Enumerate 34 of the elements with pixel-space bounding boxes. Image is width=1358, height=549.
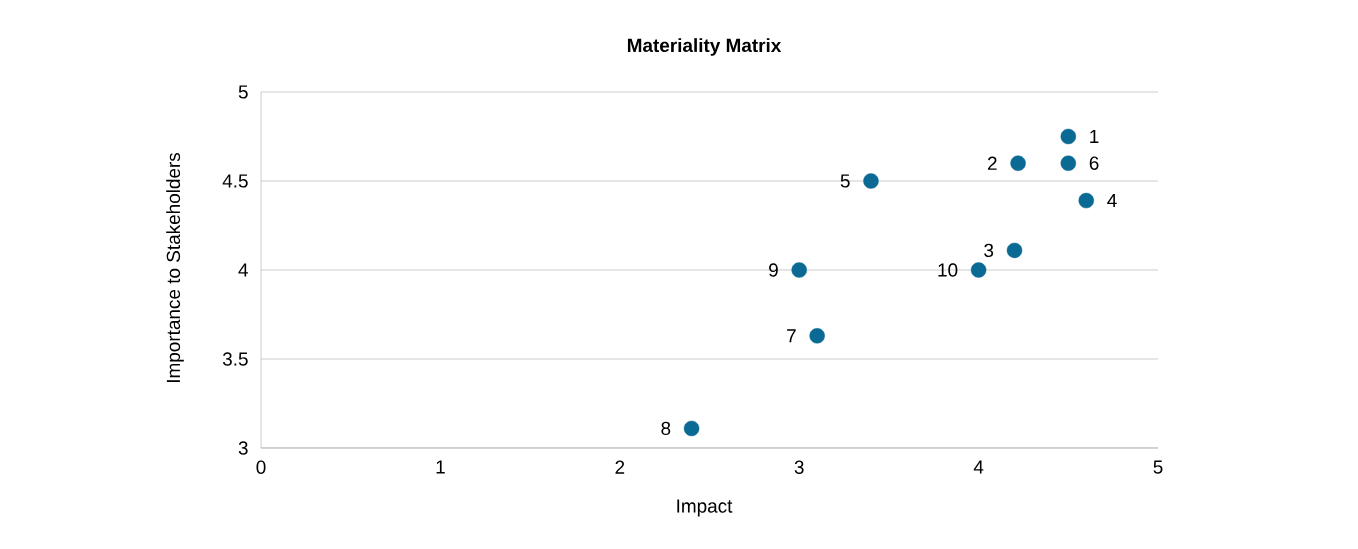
x-tick-label: 1 [436, 460, 445, 474]
x-tick-label: 3 [794, 460, 804, 474]
point [683, 420, 700, 437]
y-tick-label: 3.5 [222, 352, 248, 366]
point [970, 262, 987, 278]
annotation: 5 [840, 174, 850, 188]
annotation: 7 [787, 329, 796, 343]
chart-title: Materiality Matrix [627, 38, 782, 56]
annotation: 6 [1089, 156, 1099, 170]
point [1010, 155, 1026, 171]
annotation: 1 [1090, 129, 1099, 143]
x-tick-label: 0 [256, 460, 266, 474]
x-axis-title: Impact [677, 499, 733, 517]
annotation: 4 [1107, 194, 1117, 208]
point [791, 262, 807, 278]
point [1078, 192, 1094, 209]
point [1006, 242, 1023, 259]
point [809, 328, 825, 344]
x-tick-label: 4 [973, 460, 984, 474]
point [863, 173, 879, 189]
annotation: 10 [938, 263, 958, 277]
point [1060, 128, 1077, 145]
y-tick-label: 4.5 [222, 174, 248, 188]
point [1060, 155, 1077, 171]
annotation: 3 [984, 243, 994, 258]
annotation: 9 [769, 263, 778, 277]
y-tick-label: 3 [238, 441, 248, 455]
y-tick-label: 4 [238, 263, 248, 277]
x-tick-label: 5 [1153, 460, 1163, 474]
x-tick-label: 2 [615, 460, 625, 474]
annotation: 2 [988, 156, 997, 170]
y-tick-label: 5 [238, 85, 248, 99]
annotation: 8 [661, 421, 671, 436]
y-axis-title: Importance to Stakeholders [166, 152, 184, 382]
